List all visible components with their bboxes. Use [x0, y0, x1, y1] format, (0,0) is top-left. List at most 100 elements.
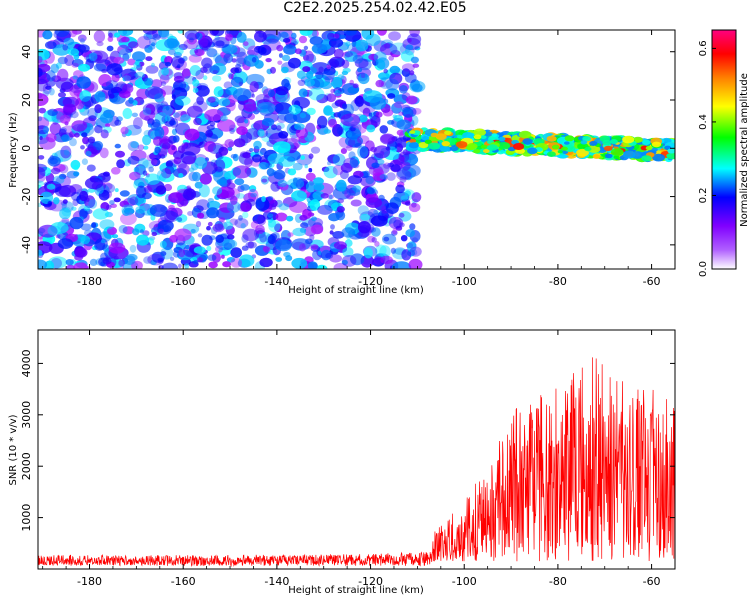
noise-blob: [409, 246, 422, 257]
noise-blob: [283, 251, 291, 258]
noise-blob: [292, 177, 298, 183]
signal-blob: [582, 136, 592, 142]
noise-blob: [332, 231, 345, 239]
noise-blob: [373, 51, 387, 63]
noise-blob: [161, 168, 172, 179]
noise-blob: [275, 212, 288, 222]
signal-blob: [456, 141, 468, 149]
noise-blob: [412, 63, 420, 68]
noise-blob: [143, 145, 149, 150]
noise-blob: [286, 215, 294, 222]
noise-blob: [183, 188, 197, 201]
noise-blob: [232, 88, 252, 101]
noise-blob: [203, 75, 208, 81]
snr-series-line: [38, 357, 675, 568]
noise-blob: [345, 41, 351, 47]
noise-blob: [206, 245, 212, 251]
signal-blob: [473, 128, 487, 137]
noise-blob: [106, 45, 114, 52]
noise-blob: [333, 241, 347, 250]
snr-panel: -180 -160 -140 -120 -100 -80 -60 1000 2000 3000 4…: [8, 329, 676, 596]
noise-blob: [100, 129, 109, 139]
noise-blob: [313, 177, 324, 186]
noise-blob: [96, 41, 104, 47]
y-tick-label: -40: [20, 236, 33, 254]
signal-blob: [467, 143, 478, 150]
x-tick-label: -140: [264, 575, 289, 588]
noise-blob: [38, 241, 53, 254]
noise-blob: [99, 219, 115, 230]
noise-blob: [225, 33, 233, 42]
noise-blob: [156, 103, 164, 111]
noise-blob: [129, 171, 141, 181]
noise-blob: [267, 196, 273, 201]
noise-blob: [191, 171, 201, 182]
signal-blob: [527, 147, 538, 155]
signal-blob: [480, 135, 487, 140]
noise-blob: [114, 143, 122, 149]
noise-blob: [181, 68, 191, 79]
noise-blob: [108, 242, 126, 254]
noise-blob: [50, 167, 61, 175]
y-tick-label: 2000: [20, 452, 33, 480]
signal-blob: [641, 155, 652, 162]
noise-blob: [113, 56, 125, 65]
noise-blob: [351, 159, 360, 166]
noise-blob: [327, 161, 332, 166]
noise-blob: [311, 30, 319, 38]
noise-blob: [349, 79, 355, 85]
noise-blob: [81, 96, 97, 107]
signal-blob: [428, 142, 440, 150]
noise-blob: [199, 38, 211, 51]
noise-blob: [117, 30, 134, 37]
noise-blob: [226, 200, 241, 213]
noise-blob: [129, 244, 137, 253]
noise-blob: [295, 127, 308, 139]
noise-blob: [101, 68, 108, 74]
noise-blob: [396, 129, 405, 136]
noise-blob: [408, 258, 423, 269]
noise-blob: [109, 200, 115, 205]
noise-blob: [43, 125, 50, 134]
noise-blob: [379, 174, 388, 180]
noise-blob: [177, 30, 184, 34]
signal-blob: [422, 136, 430, 141]
noise-blob: [408, 202, 421, 213]
noise-blob: [187, 211, 194, 216]
noise-blob: [246, 49, 256, 56]
noise-blob: [138, 158, 149, 169]
noise-blob: [38, 249, 43, 257]
noise-blob: [333, 48, 344, 59]
signal-blob: [462, 132, 474, 140]
signal-blob: [430, 132, 438, 138]
noise-blob: [45, 41, 57, 50]
noise-blob: [99, 147, 109, 159]
signal-blob: [415, 136, 422, 141]
noise-blob: [274, 102, 293, 115]
noise-blob: [174, 110, 191, 122]
colorbar-label: Normalized spectral amplitude: [739, 73, 750, 227]
noise-blob: [94, 125, 103, 134]
signal-blob: [667, 148, 675, 154]
noise-blob: [105, 123, 111, 128]
noise-blob: [340, 113, 361, 127]
noise-blob: [332, 164, 344, 176]
noise-blob: [149, 37, 157, 46]
noise-blob: [91, 222, 97, 229]
noise-blob: [347, 127, 362, 141]
noise-blob: [300, 222, 309, 229]
noise-blob: [234, 67, 242, 74]
noise-blob: [136, 36, 151, 49]
noise-blob: [391, 102, 403, 114]
noise-blob: [331, 76, 343, 89]
noise-blob: [38, 224, 58, 238]
noise-blob: [242, 211, 249, 219]
noise-blob: [215, 234, 224, 243]
noise-blob: [216, 178, 227, 186]
noise-blob: [143, 77, 154, 86]
noise-blob: [398, 111, 404, 116]
noise-blob: [332, 124, 343, 137]
noise-blob: [379, 133, 396, 145]
noise-blob: [180, 114, 191, 123]
y-tick-label: 4000: [20, 349, 33, 377]
